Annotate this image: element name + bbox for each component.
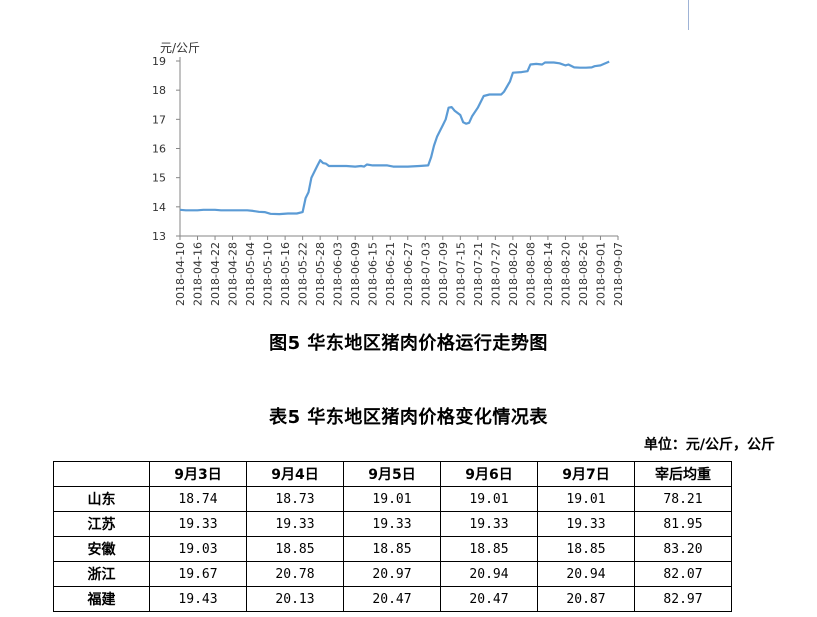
table-cell: 18.85 [246, 536, 344, 562]
x-tick-label: 2018-07-21 [472, 242, 485, 306]
header-cell: 宰后均重 [634, 461, 732, 487]
table-cell: 19.33 [343, 511, 441, 537]
y-tick-label: 19 [152, 55, 166, 68]
y-tick-label: 17 [152, 113, 166, 126]
table-cell: 18.73 [246, 486, 344, 512]
row-label-fujian: 福建 [53, 586, 150, 612]
series-layer [179, 60, 610, 216]
table-cell: 82.97 [634, 586, 732, 612]
x-tick-label: 2018-06-15 [367, 242, 380, 306]
table-cell: 20.47 [440, 586, 538, 612]
table-cell: 19.67 [149, 561, 247, 587]
y-tick-label: 14 [152, 201, 166, 214]
table-cell: 19.33 [246, 511, 344, 537]
table-row: 福建 19.43 20.13 20.47 20.47 20.87 82.97 [53, 586, 732, 612]
x-tick-label: 2018-08-14 [542, 242, 555, 306]
table-cell: 19.33 [440, 511, 538, 537]
row-label-zhejiang: 浙江 [53, 561, 150, 587]
y-tick-label: 16 [152, 143, 166, 156]
x-tick-label: 2018-07-09 [437, 242, 450, 306]
x-tick-label: 2018-08-02 [507, 242, 520, 306]
row-label-jiangsu: 江苏 [53, 511, 150, 537]
y-tick-label: 15 [152, 172, 166, 185]
table-cell: 20.87 [537, 586, 635, 612]
x-tick-label: 2018-05-04 [244, 242, 257, 306]
figure-caption: 图5 华东地区猪肉价格运行走势图 [269, 333, 548, 354]
table-cell: 19.01 [440, 486, 538, 512]
header-cell: 9月7日 [537, 461, 635, 487]
table-cell: 78.21 [634, 486, 732, 512]
table-cell: 19.33 [537, 511, 635, 537]
x-tick-label: 2018-05-10 [262, 242, 275, 306]
x-tick-label: 2018-08-26 [577, 242, 590, 306]
x-tick-label: 2018-08-08 [524, 242, 537, 306]
table-header-row: 9月3日 9月4日 9月5日 9月6日 9月7日 宰后均重 [53, 461, 732, 487]
x-tick-label: 2018-06-27 [402, 242, 415, 306]
chart-axes [176, 57, 619, 240]
x-tick-label: 2018-06-09 [349, 242, 362, 306]
x-tick-label: 2018-04-22 [209, 242, 222, 306]
x-tick-label: 2018-07-15 [454, 242, 467, 306]
table-cell: 18.85 [343, 536, 441, 562]
x-tick-label: 2018-09-01 [594, 242, 607, 306]
header-cell: 9月5日 [343, 461, 441, 487]
table-cell: 81.95 [634, 511, 732, 537]
table-cell: 20.13 [246, 586, 344, 612]
x-tick-label: 2018-05-22 [297, 242, 310, 306]
header-cell: 9月4日 [246, 461, 344, 487]
y-tick-labels: 13 14 15 16 17 18 19 [152, 55, 166, 243]
x-tick-label: 2018-08-20 [559, 242, 572, 306]
x-tick-label: 2018-07-27 [489, 242, 502, 306]
x-tick-label: 2018-09-07 [612, 242, 625, 306]
table-cell: 20.78 [246, 561, 344, 587]
page-edge-rule [688, 0, 689, 30]
table-unit-note: 单位：元/公斤，公斤 [643, 437, 775, 453]
table-title: 表5 华东地区猪肉价格变化情况表 [269, 407, 548, 428]
y-axis-unit-label: 元/公斤 [160, 41, 201, 55]
table-cell: 19.03 [149, 536, 247, 562]
x-tick-label: 2018-06-21 [384, 242, 397, 306]
x-tick-label: 2018-04-10 [174, 242, 187, 306]
table-row: 江苏 19.33 19.33 19.33 19.33 19.33 81.95 [53, 511, 732, 537]
price-table: 9月3日 9月4日 9月5日 9月6日 9月7日 宰后均重 山东 18.74 1… [53, 461, 732, 612]
row-label-anhui: 安徽 [53, 536, 150, 562]
x-tick-label: 2018-05-16 [279, 242, 292, 306]
table-cell: 20.97 [343, 561, 441, 587]
table-cell: 18.85 [537, 536, 635, 562]
y-tick-label: 13 [152, 230, 166, 243]
x-tick-label: 2018-05-28 [314, 242, 327, 306]
header-cell: 9月6日 [440, 461, 538, 487]
header-corner-cell [53, 461, 150, 487]
x-tick-label: 2018-04-16 [192, 242, 205, 306]
table-row: 山东 18.74 18.73 19.01 19.01 19.01 78.21 [53, 486, 732, 512]
table-cell: 19.43 [149, 586, 247, 612]
x-tick-labels: 2018-04-10 2018-04-16 2018-04-22 2018-04-28… [174, 242, 625, 306]
x-tick-label: 2018-06-03 [332, 242, 345, 306]
table-row: 浙江 19.67 20.78 20.97 20.94 20.94 82.07 [53, 561, 732, 587]
table-cell: 20.94 [537, 561, 635, 587]
row-label-shandong: 山东 [53, 486, 150, 512]
table-cell: 18.85 [440, 536, 538, 562]
y-tick-label: 18 [152, 84, 166, 97]
table-cell: 83.20 [634, 536, 732, 562]
header-cell: 9月3日 [149, 461, 247, 487]
x-tick-label: 2018-07-03 [419, 242, 432, 306]
table-cell: 82.07 [634, 561, 732, 587]
table-cell: 19.01 [343, 486, 441, 512]
table-cell: 19.01 [537, 486, 635, 512]
table-cell: 20.94 [440, 561, 538, 587]
table-cell: 18.74 [149, 486, 247, 512]
price-series-line [179, 60, 610, 216]
table-cell: 19.33 [149, 511, 247, 537]
table-cell: 20.47 [343, 586, 441, 612]
table-row: 安徽 19.03 18.85 18.85 18.85 18.85 83.20 [53, 536, 732, 562]
x-tick-label: 2018-04-28 [227, 242, 240, 306]
